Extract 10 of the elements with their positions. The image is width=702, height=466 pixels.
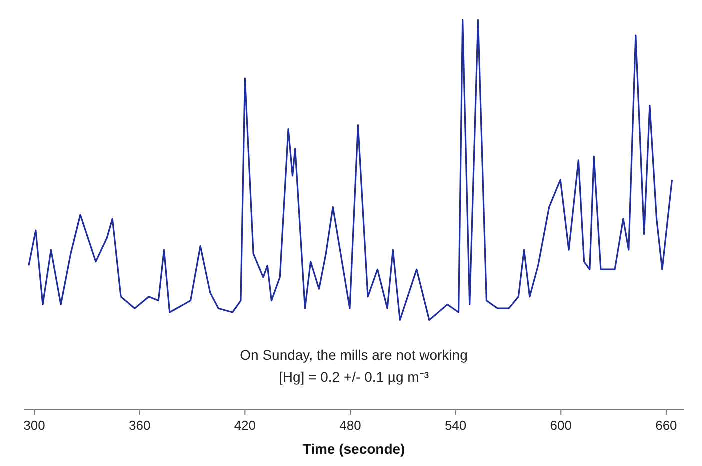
- x-tick-label: 600: [550, 418, 572, 433]
- x-tick-label: 420: [234, 418, 256, 433]
- x-tick-label: 480: [340, 418, 362, 433]
- x-axis-title: Time (seconde): [302, 441, 406, 457]
- annotation: On Sunday, the mills are not working: [240, 347, 468, 363]
- x-tick-label: 540: [444, 418, 467, 433]
- x-tick-label: 360: [129, 418, 151, 433]
- x-tick-label: 660: [656, 418, 678, 433]
- annotation: [Hg] = 0.2 +/- 0.1 µg m⁻³: [278, 369, 430, 385]
- x-tick-label: 300: [24, 418, 46, 433]
